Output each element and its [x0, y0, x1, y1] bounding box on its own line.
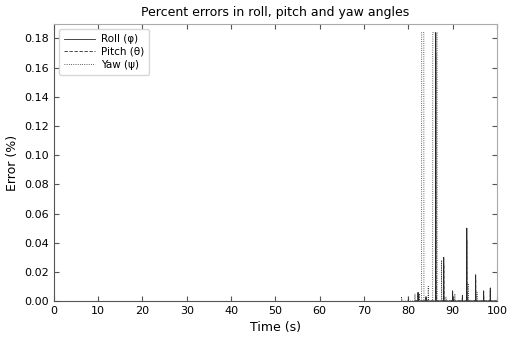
Pitch (θ): [494, 299, 500, 303]
Line: Yaw (ψ): Yaw (ψ): [402, 33, 497, 301]
Y-axis label: Error (%): Error (%): [6, 134, 18, 190]
Title: Percent errors in roll, pitch and yaw angles: Percent errors in roll, pitch and yaw an…: [141, 5, 409, 19]
Line: Pitch (θ): Pitch (θ): [415, 53, 497, 301]
Legend: Roll (φ), Pitch (θ), Yaw (ψ): Roll (φ), Pitch (θ), Yaw (ψ): [59, 29, 149, 75]
Line: Roll (φ): Roll (φ): [415, 33, 497, 301]
Roll (φ): [494, 299, 500, 303]
Yaw (ψ): [494, 299, 500, 303]
X-axis label: Time (s): Time (s): [250, 321, 301, 335]
